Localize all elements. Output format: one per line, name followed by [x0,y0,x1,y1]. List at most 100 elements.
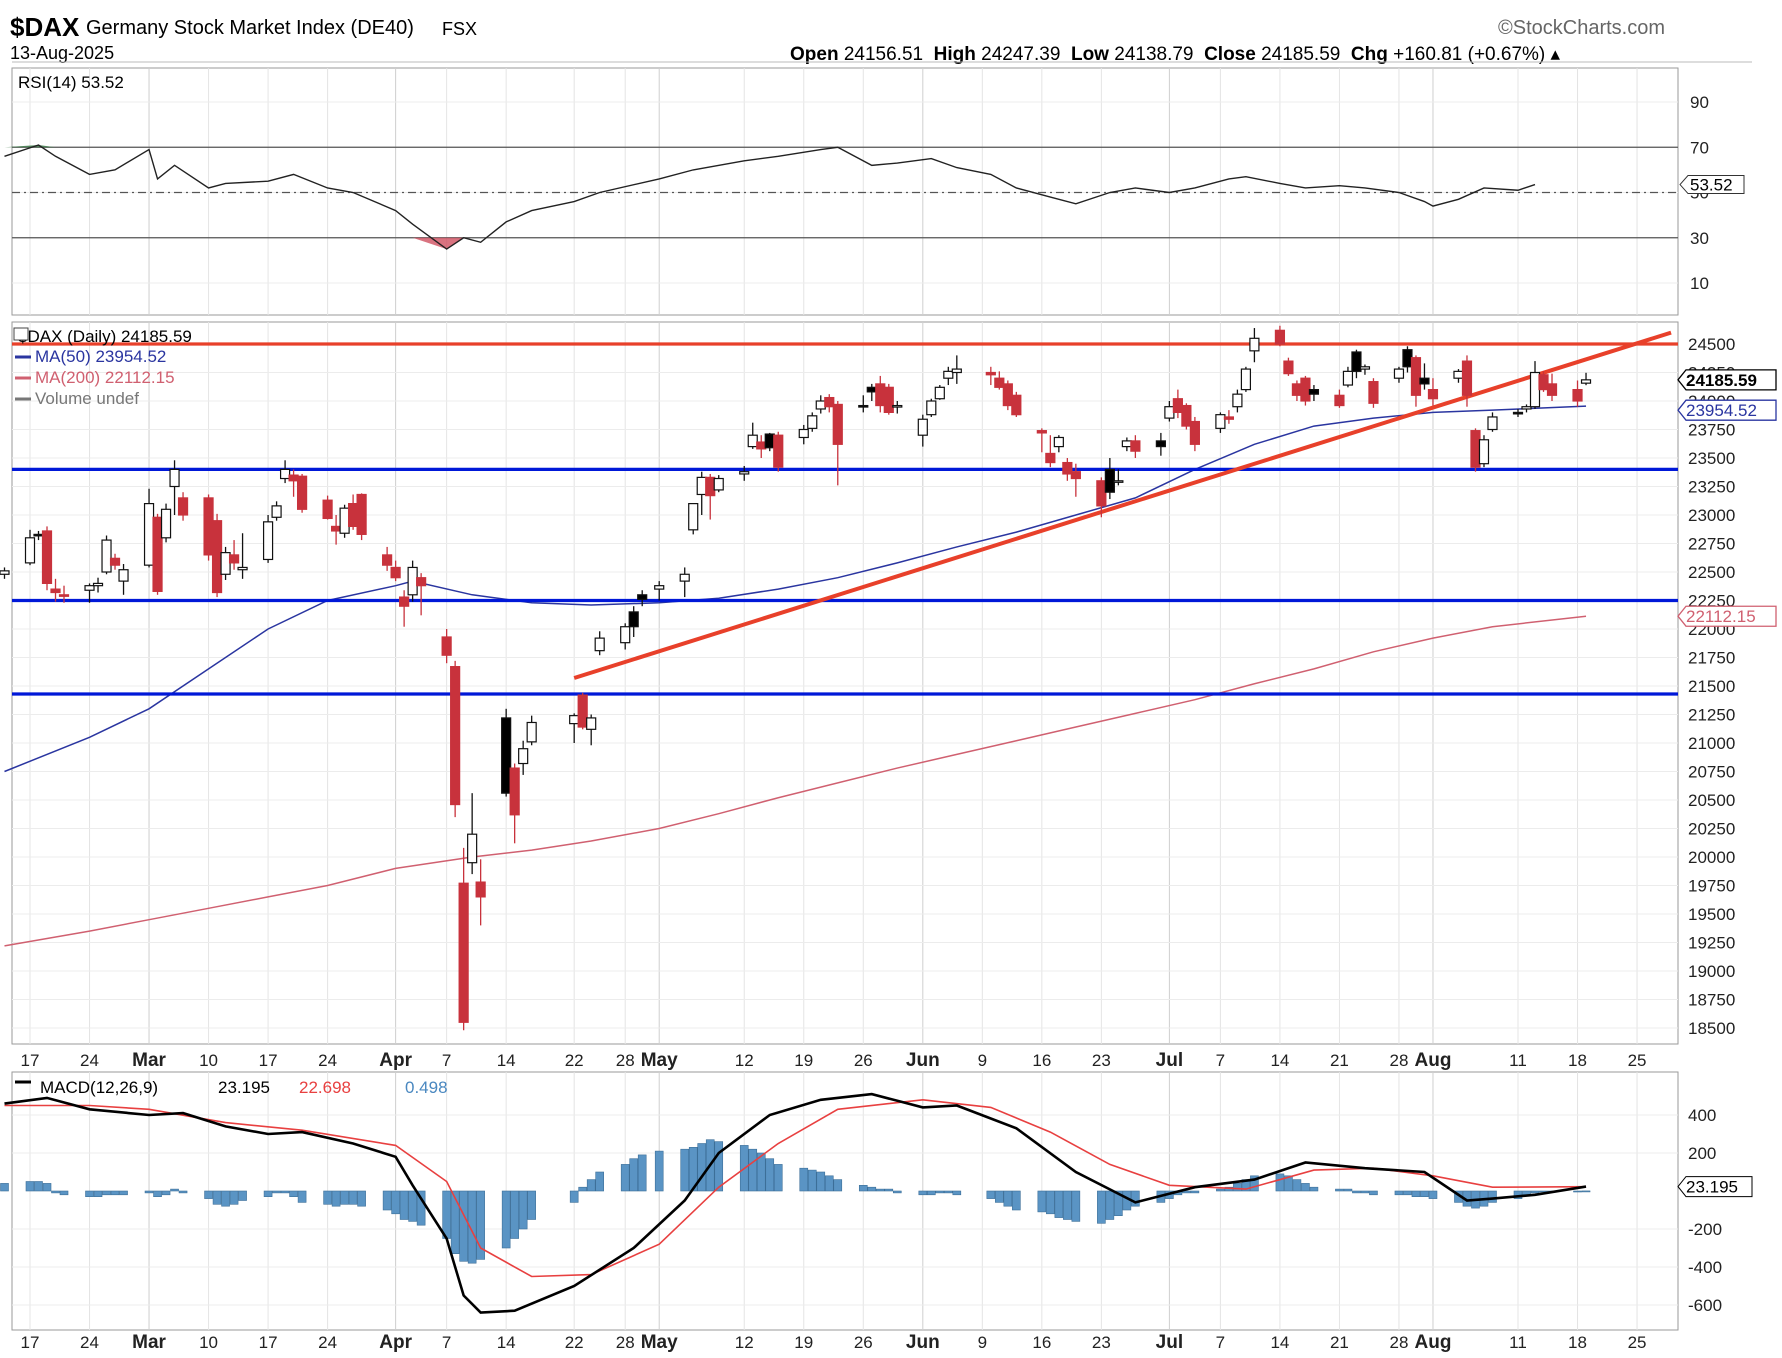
macd-y-tick: 200 [1688,1144,1716,1163]
macd-histogram-bar [229,1190,239,1205]
macd-histogram-bar [85,1190,94,1197]
candle-body [1215,414,1226,429]
candle-body [118,569,129,582]
rsi-y-tick: 30 [1690,229,1709,248]
candle-body [1189,420,1200,445]
macd-histogram-bar [833,1179,843,1192]
macd-histogram-bar [144,1190,154,1194]
price-y-tick: 23500 [1688,449,1735,468]
price-y-tick: 20750 [1688,763,1735,782]
macd-histogram-bar [654,1150,664,1192]
x-axis-label-bottom: May [641,1332,678,1353]
price-legend-item: MA(50) 23954.52 [35,347,166,366]
macd-histogram-bar [357,1190,366,1207]
x-axis-label: 28 [616,1051,635,1070]
macd-histogram-bar [263,1190,273,1197]
candle-body [1529,371,1541,408]
macd-histogram-bar [161,1190,171,1196]
macd-histogram-bar [1343,1188,1353,1192]
quote-summary: Open 24156.51 High 24247.39 Low 24138.79… [790,43,1560,66]
x-axis-label-bottom: 12 [735,1333,754,1352]
x-axis-label: 9 [978,1051,987,1070]
macd-histogram-bar [1275,1173,1285,1192]
price-y-tick: 21750 [1688,649,1735,668]
macd-histogram-bar [408,1190,417,1222]
candle-body [1538,374,1549,391]
candle-body [220,552,231,575]
macd-histogram-bar [399,1190,409,1220]
x-axis-label: 19 [794,1051,813,1070]
macd-histogram-bar [467,1190,477,1264]
macd-histogram-bar [221,1190,230,1207]
x-axis-label-bottom: Apr [379,1332,412,1353]
candle-body [1096,480,1107,507]
candle-body [262,521,274,561]
x-axis-label: 24 [80,1051,99,1070]
macd-histogram-bar [807,1169,817,1192]
price-y-tick: 21500 [1688,677,1735,696]
high-value: 24247.39 [981,44,1061,65]
rsi-legend: RSI(14) 53.52 [18,73,124,92]
candle-body [773,434,784,468]
x-axis-label-bottom: 26 [854,1333,873,1352]
macd-histogram-bar [1071,1190,1081,1222]
candle-body [331,525,342,532]
candle-body [739,471,750,475]
candle-body [467,833,478,864]
candle-body [348,503,359,528]
candle-body [1113,480,1124,483]
x-axis-label-bottom: 7 [1216,1333,1225,1352]
macd-histogram-bar [680,1148,690,1192]
macd-histogram-bar [1190,1190,1200,1194]
macd-histogram-bar [944,1190,953,1194]
open-value: 24156.51 [843,44,924,65]
macd-histogram-bar [995,1190,1004,1203]
macd-histogram-bar [1182,1190,1191,1194]
x-axis-label-bottom: Jul [1156,1332,1183,1353]
macd-line [4,1092,1587,1314]
candle-body [798,428,809,439]
candle-body [637,594,648,600]
x-axis-label: 22 [565,1051,584,1070]
macd-y-tick: -600 [1688,1296,1722,1315]
candle-body [271,505,282,518]
x-axis-label-bottom: Aug [1415,1332,1452,1353]
brand-watermark[interactable]: ©StockCharts.com [1498,17,1666,39]
macd-histogram-bar [1301,1183,1310,1192]
macd-histogram-bar [450,1190,460,1255]
candle-body [951,368,962,374]
x-axis-label: 24 [318,1051,337,1070]
macd-histogram-bar [595,1171,604,1192]
price-y-tick: 20500 [1688,791,1735,810]
ma50-line [4,405,1587,773]
candle-body [594,637,605,652]
macd-histogram-bar [501,1190,511,1249]
candle-body [1308,389,1320,395]
candle-body [518,748,529,765]
x-axis-label: 21 [1330,1051,1349,1070]
macd-histogram-bar [748,1148,758,1192]
macd-histogram-bar [773,1164,783,1192]
candle-body [0,570,10,575]
x-axis-label: 16 [1032,1051,1051,1070]
x-axis-label-bottom: 14 [1270,1333,1289,1352]
x-axis-label: 25 [1628,1051,1647,1070]
macd-histogram-bar [892,1190,902,1194]
candle-body [203,497,214,556]
price-y-tick: 23000 [1688,506,1735,525]
macd-histogram-bar [1012,1190,1021,1211]
candle-body [1104,468,1115,493]
candle-body [50,588,61,594]
macd-histogram-bar [340,1190,349,1205]
macd-histogram-bar [1097,1190,1106,1224]
candle-body [1359,366,1371,370]
x-axis-label: 28 [1389,1051,1408,1070]
candle-body [628,611,639,628]
macd-histogram-bar [0,1183,9,1192]
up-arrow-icon: ▴ [1550,44,1561,65]
macd-histogram-bar [323,1190,332,1205]
macd-histogram-bar [714,1141,724,1192]
high-label: High [933,44,976,65]
candle-body [1249,337,1260,352]
